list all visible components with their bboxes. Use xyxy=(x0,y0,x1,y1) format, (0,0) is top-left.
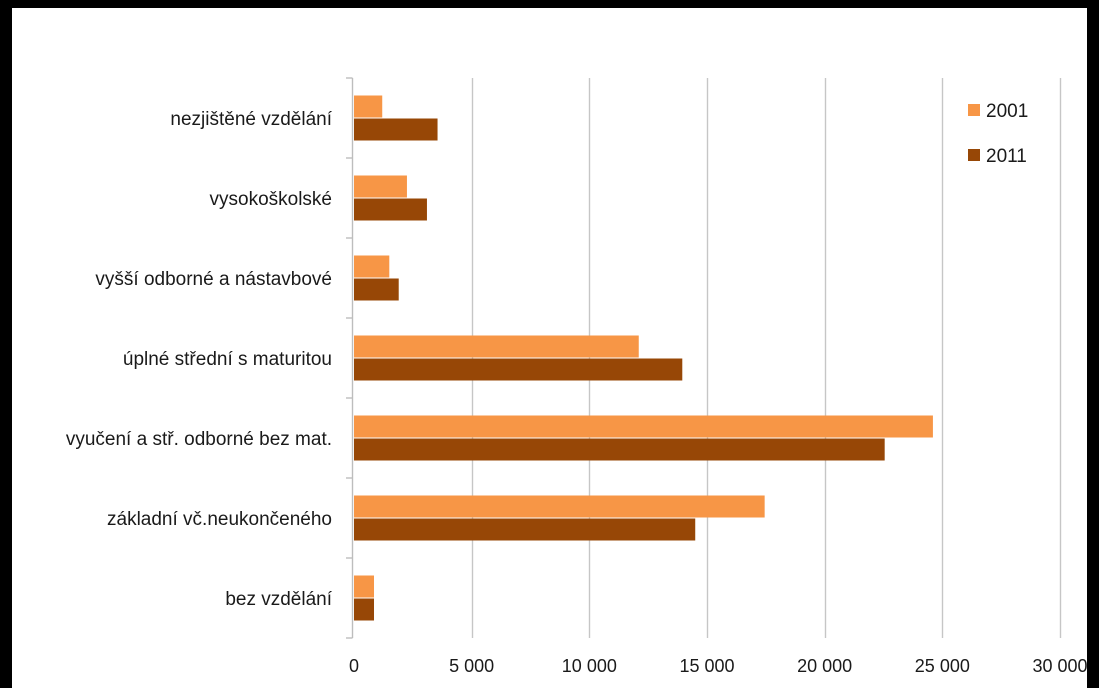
tick-label: 0 xyxy=(349,656,359,676)
bar-2001 xyxy=(354,95,383,118)
bar-2001 xyxy=(354,575,375,598)
legend-swatch-2011 xyxy=(968,149,980,161)
category-label: úplné střední s maturitou xyxy=(123,349,332,370)
bar-2011 xyxy=(354,278,399,301)
category-label: základní vč.neukončeného xyxy=(107,509,332,530)
legend-label: 2001 xyxy=(986,101,1028,122)
tick-label: 15 000 xyxy=(679,656,734,676)
category-labels: nezjištěné vzdělání vysokoškolské vyšší od… xyxy=(66,109,333,610)
value-axis-tick-labels: 0 5 000 10 000 15 000 20 000 25 000 30 000 xyxy=(349,656,1088,676)
bar-2001 xyxy=(354,335,639,358)
legend-swatch-2001 xyxy=(968,104,980,116)
bar-2001 xyxy=(354,255,390,278)
category-label: vysokoškolské xyxy=(210,189,333,210)
bar-2001 xyxy=(354,175,407,198)
category-label: bez vzdělání xyxy=(225,589,332,610)
bar-2001 xyxy=(354,495,765,518)
legend: 2001 2011 xyxy=(968,101,1028,167)
bars xyxy=(354,95,933,621)
tick-label: 30 000 xyxy=(1032,656,1087,676)
category-label: vyučení a stř. odborné bez mat. xyxy=(66,429,332,450)
tick-label: 20 000 xyxy=(797,656,852,676)
bar-2011 xyxy=(354,358,683,381)
bar-2011 xyxy=(354,438,885,461)
category-label: nezjištěné vzdělání xyxy=(170,109,332,130)
bar-2011 xyxy=(354,598,375,621)
bar-2011 xyxy=(354,198,427,221)
gridlines xyxy=(471,78,1062,638)
tick-label: 5 000 xyxy=(449,656,494,676)
category-label: vyšší odborné a nástavbové xyxy=(95,269,332,290)
bar-2001 xyxy=(354,415,933,438)
bar-2011 xyxy=(354,518,696,541)
legend-label: 2011 xyxy=(986,146,1027,167)
bar-2011 xyxy=(354,118,438,141)
tick-label: 10 000 xyxy=(562,656,617,676)
tick-label: 25 000 xyxy=(915,656,970,676)
category-axis xyxy=(346,77,354,639)
